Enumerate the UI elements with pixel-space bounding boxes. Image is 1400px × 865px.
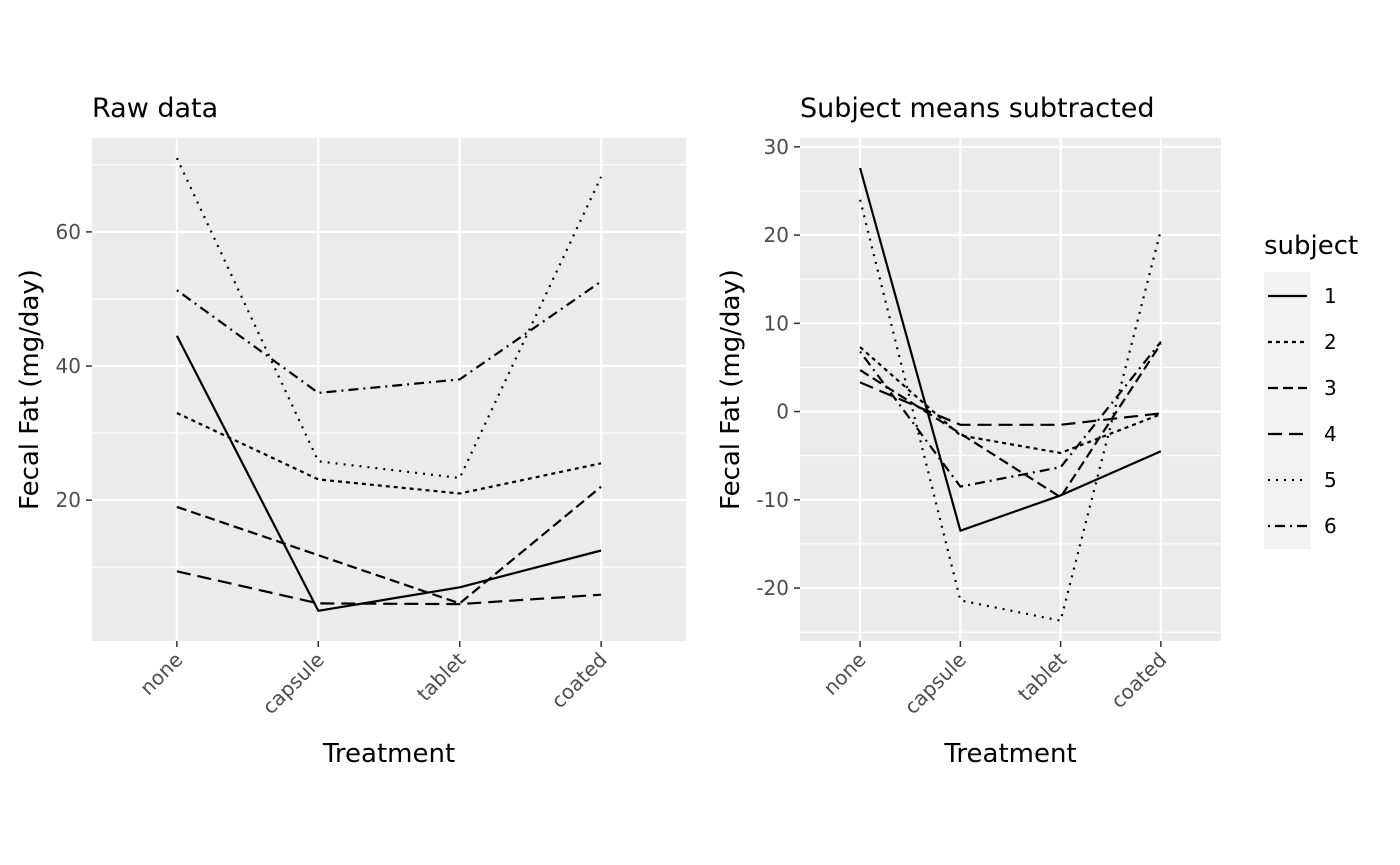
x-tick-label-tablet: tablet <box>1013 647 1071 705</box>
x-axis-title: Treatment <box>322 739 455 769</box>
series-line-subject-2 <box>859 346 1162 455</box>
subject-means-subtracted-panel: -20 -10 0 10 20 30 none capsule tablet coated Subj… <box>716 93 1221 769</box>
panel-title: Subject means subtracted <box>800 93 1154 124</box>
legend-label-3: 3 <box>1324 376 1337 400</box>
x-tick-label-none: none <box>818 648 870 700</box>
y-tick-label: -20 <box>756 576 789 600</box>
series-line-subject-5 <box>859 199 1162 622</box>
y-tick-label: 20 <box>56 488 81 512</box>
x-tick-label-coated: coated <box>1106 648 1171 713</box>
panel-title: Raw data <box>92 93 218 124</box>
x-tick-label-capsule: capsule <box>900 648 971 719</box>
y-tick-label: 20 <box>764 223 789 247</box>
y-tick-label: 10 <box>764 311 789 335</box>
x-tick-label-tablet: tablet <box>412 647 470 705</box>
legend-label-5: 5 <box>1324 468 1337 492</box>
legend: subject 1 2 3 4 5 6 <box>1264 231 1358 549</box>
legend-label-2: 2 <box>1324 330 1337 354</box>
plot-panel-background <box>800 138 1221 641</box>
legend-key-background <box>1264 272 1311 549</box>
series-line-subject-1 <box>175 335 602 612</box>
plot-panel-background <box>92 138 686 641</box>
y-tick-label: -10 <box>756 488 789 512</box>
y-axis-title: Fecal Fat (mg/day) <box>716 269 746 510</box>
x-tick-label-capsule: capsule <box>257 648 328 719</box>
y-tick-label: 0 <box>776 400 789 424</box>
y-tick-label: 60 <box>56 220 81 244</box>
x-tick-label-none: none <box>135 648 187 700</box>
x-tick-label-coated: coated <box>546 648 611 713</box>
series-line-subject-2 <box>176 412 602 495</box>
series-line-subject-4 <box>176 570 602 606</box>
y-tick-label: 40 <box>56 354 81 378</box>
legend-title: subject <box>1264 231 1358 261</box>
y-axis-title: Fecal Fat (mg/day) <box>15 269 45 510</box>
raw-data-panel: 20 40 60 none capsule tablet coated Raw data Tre… <box>15 93 686 769</box>
legend-label-1: 1 <box>1324 284 1337 308</box>
legend-label-4: 4 <box>1324 422 1337 446</box>
x-axis-title: Treatment <box>943 739 1076 769</box>
legend-label-6: 6 <box>1324 514 1337 538</box>
series-line-subject-1 <box>859 167 1162 532</box>
y-tick-label: 30 <box>764 135 789 159</box>
series-line-subject-3 <box>176 485 602 605</box>
